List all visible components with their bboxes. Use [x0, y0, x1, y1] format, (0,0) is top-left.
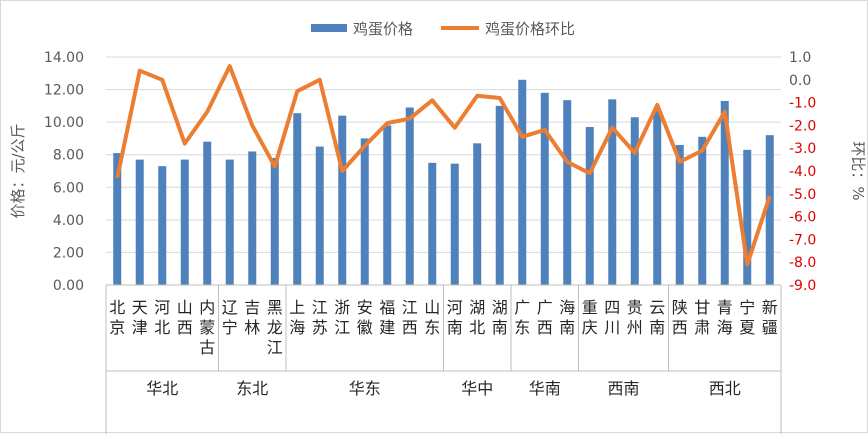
- bar-内蒙古: [203, 142, 211, 285]
- bar-上海: [293, 113, 301, 285]
- category-label: 云南: [649, 298, 665, 337]
- left-tick-label: 2.00: [53, 245, 84, 261]
- left-tick-label: 10.00: [44, 115, 84, 131]
- category-label: 广东: [514, 298, 530, 337]
- right-tick-label: -6.0: [789, 210, 816, 226]
- bar-天津: [136, 160, 144, 285]
- category-label: 江苏: [312, 298, 328, 337]
- left-tick-label: 0.00: [53, 278, 84, 294]
- group-label: 西南: [607, 379, 639, 398]
- category-label: 湖南: [492, 298, 508, 337]
- bar-甘肃: [698, 137, 706, 285]
- bar-河北: [158, 166, 166, 285]
- bar-辽宁: [226, 160, 234, 285]
- category-label: 四川: [604, 298, 620, 337]
- category-label: 北京: [109, 298, 125, 337]
- line-series: [117, 66, 770, 264]
- category-label: 河南: [447, 298, 463, 337]
- bar-山西: [181, 160, 189, 285]
- bar-安徽: [361, 138, 369, 285]
- category-label: 海南: [559, 298, 575, 337]
- left-tick-label: 12.00: [44, 83, 84, 99]
- right-tick-label: -2.0: [789, 118, 816, 134]
- category-label: 天津: [132, 298, 148, 337]
- bar-广东: [518, 80, 526, 285]
- right-tick-label: -7.0: [789, 232, 816, 248]
- left-tick-label: 14.00: [44, 50, 84, 66]
- left-tick-label: 6.00: [53, 180, 84, 196]
- bar-云南: [653, 111, 661, 285]
- category-label: 安徽: [357, 298, 373, 337]
- bar-山东: [428, 163, 436, 285]
- left-axis-label: 价格：元/公斤: [9, 123, 27, 218]
- category-label: 贵州: [627, 298, 643, 337]
- legend-label-ratio: 鸡蛋价格环比: [485, 20, 575, 38]
- group-label: 华南: [529, 379, 561, 398]
- group-label: 东北: [236, 379, 268, 398]
- bar-海南: [563, 100, 571, 285]
- category-label: 广西: [537, 298, 553, 337]
- category-label: 山东: [424, 298, 440, 337]
- right-tick-label: 0.0: [789, 73, 811, 89]
- category-label: 甘肃: [694, 298, 710, 337]
- category-label: 新疆: [762, 298, 778, 337]
- category-label: 湖北: [469, 298, 485, 337]
- left-tick-label: 8.00: [53, 148, 84, 164]
- group-label: 华东: [349, 379, 381, 398]
- bar-黑龙江: [271, 158, 279, 285]
- group-label: 华中: [461, 379, 493, 398]
- right-tick-label: -4.0: [789, 164, 816, 180]
- category-label: 山西: [177, 298, 193, 337]
- category-label: 河北: [154, 298, 170, 337]
- bar-福建: [383, 125, 391, 285]
- right-axis-label: 环比：%: [849, 141, 867, 200]
- bar-湖南: [496, 106, 504, 285]
- bar-湖北: [473, 143, 481, 285]
- bar-陕西: [676, 145, 684, 285]
- bar-江西: [406, 107, 414, 285]
- category-label: 内蒙古: [199, 298, 215, 357]
- bar-吉林: [248, 151, 256, 285]
- bar-广西: [541, 93, 549, 285]
- group-label: 西北: [709, 379, 741, 398]
- category-label: 浙江: [334, 298, 350, 337]
- bar-河南: [451, 164, 459, 285]
- category-label: 福建: [379, 298, 395, 337]
- bar-浙江: [338, 116, 346, 285]
- category-label: 青海: [717, 298, 733, 337]
- category-label: 黑龙江: [267, 298, 283, 357]
- category-label: 吉林: [244, 298, 260, 337]
- category-label: 江西: [402, 298, 418, 337]
- category-label: 重庆: [582, 298, 598, 337]
- bar-江苏: [316, 147, 324, 285]
- category-label: 上海: [289, 298, 305, 337]
- right-tick-label: -8.0: [789, 255, 816, 271]
- bar-重庆: [586, 127, 594, 285]
- category-label: 辽宁: [222, 298, 238, 337]
- right-tick-label: -1.0: [789, 96, 816, 112]
- right-tick-label: 1.0: [789, 50, 811, 66]
- right-tick-label: -3.0: [789, 141, 816, 157]
- category-label: 宁夏: [739, 298, 755, 337]
- category-label: 陕西: [672, 298, 688, 337]
- right-tick-label: -5.0: [789, 187, 816, 203]
- legend-bar-swatch: [311, 24, 347, 32]
- right-tick-label: -9.0: [789, 278, 816, 294]
- group-label: 华北: [146, 379, 178, 398]
- left-tick-label: 4.00: [53, 213, 84, 229]
- legend-label-price: 鸡蛋价格: [353, 20, 413, 38]
